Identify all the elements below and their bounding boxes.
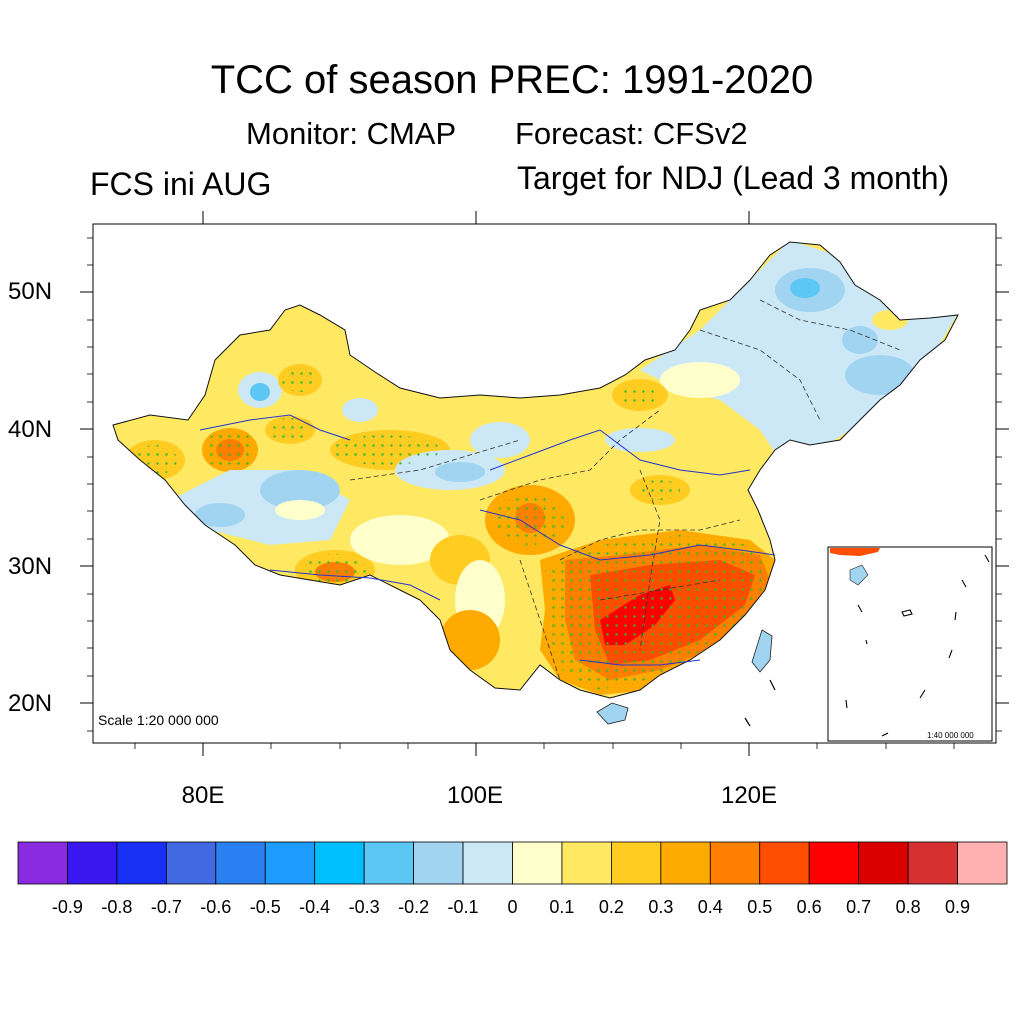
country-outline xyxy=(112,241,959,699)
colorbar-tick-label: 0.2 xyxy=(598,897,624,917)
monitor-label: Monitor: CMAP xyxy=(246,116,457,151)
colorbar-tick-label: 0.4 xyxy=(697,897,723,917)
hainan-island xyxy=(596,702,629,725)
colorbar-tick-label: -0.7 xyxy=(150,897,182,917)
lon-label-80e: 80E xyxy=(181,782,225,809)
province-borders xyxy=(349,299,901,681)
lon-label-100e: 100E xyxy=(446,782,504,809)
forecast-label: Forecast: CFSv2 xyxy=(515,116,748,151)
colorbar-tick-label: 0.8 xyxy=(895,897,921,917)
map-title: TCC of season PREC: 1991-2020 xyxy=(210,58,814,102)
colorbar-tick-label: -0.1 xyxy=(447,897,479,917)
colorbar-tick-label: -0.8 xyxy=(101,897,133,917)
colorbar-tick-label: -0.6 xyxy=(200,897,232,917)
target-label: Target for NDJ (Lead 3 month) xyxy=(517,160,950,196)
lat-label-40n: 40N xyxy=(8,416,53,443)
minor-ticks xyxy=(87,237,1002,749)
colorbar-tick-label: -0.4 xyxy=(299,897,331,917)
inset-scale-label: 1:40 000 000 xyxy=(927,731,974,740)
colorbar-tick-label: -0.9 xyxy=(51,897,83,917)
inset-map xyxy=(827,546,993,742)
colorbar-tick-label: 0.6 xyxy=(796,897,822,917)
scale-label: Scale 1:20 000 000 xyxy=(98,712,219,728)
colorbar-tick-label: 0.1 xyxy=(549,897,575,917)
rivers xyxy=(199,414,776,666)
colorbar-tick-label: 0.3 xyxy=(648,897,674,917)
axis-ticks xyxy=(80,211,1009,756)
colorbar-tick-label: -0.5 xyxy=(249,897,281,917)
colorbar-tick-label: 0.9 xyxy=(945,897,971,917)
sea-boundary-dashes xyxy=(744,679,776,727)
forecast-init-label: FCS ini AUG xyxy=(90,166,272,202)
taiwan-island xyxy=(751,629,773,673)
lat-label-50n: 50N xyxy=(8,278,53,305)
lat-label-30n: 30N xyxy=(8,553,53,580)
colorbar-tick-label: 0.5 xyxy=(747,897,773,917)
colorbar-tick-label: -0.2 xyxy=(398,897,430,917)
lat-label-20n: 20N xyxy=(8,690,53,717)
lon-label-120e: 120E xyxy=(720,782,778,809)
colorbar-tick-label: -0.3 xyxy=(348,897,380,917)
colorbar-tick-label: 0 xyxy=(507,897,518,917)
tcc-field xyxy=(113,242,958,698)
colorbar-tick-label: 0.7 xyxy=(846,897,872,917)
significance-stipple xyxy=(133,368,770,690)
